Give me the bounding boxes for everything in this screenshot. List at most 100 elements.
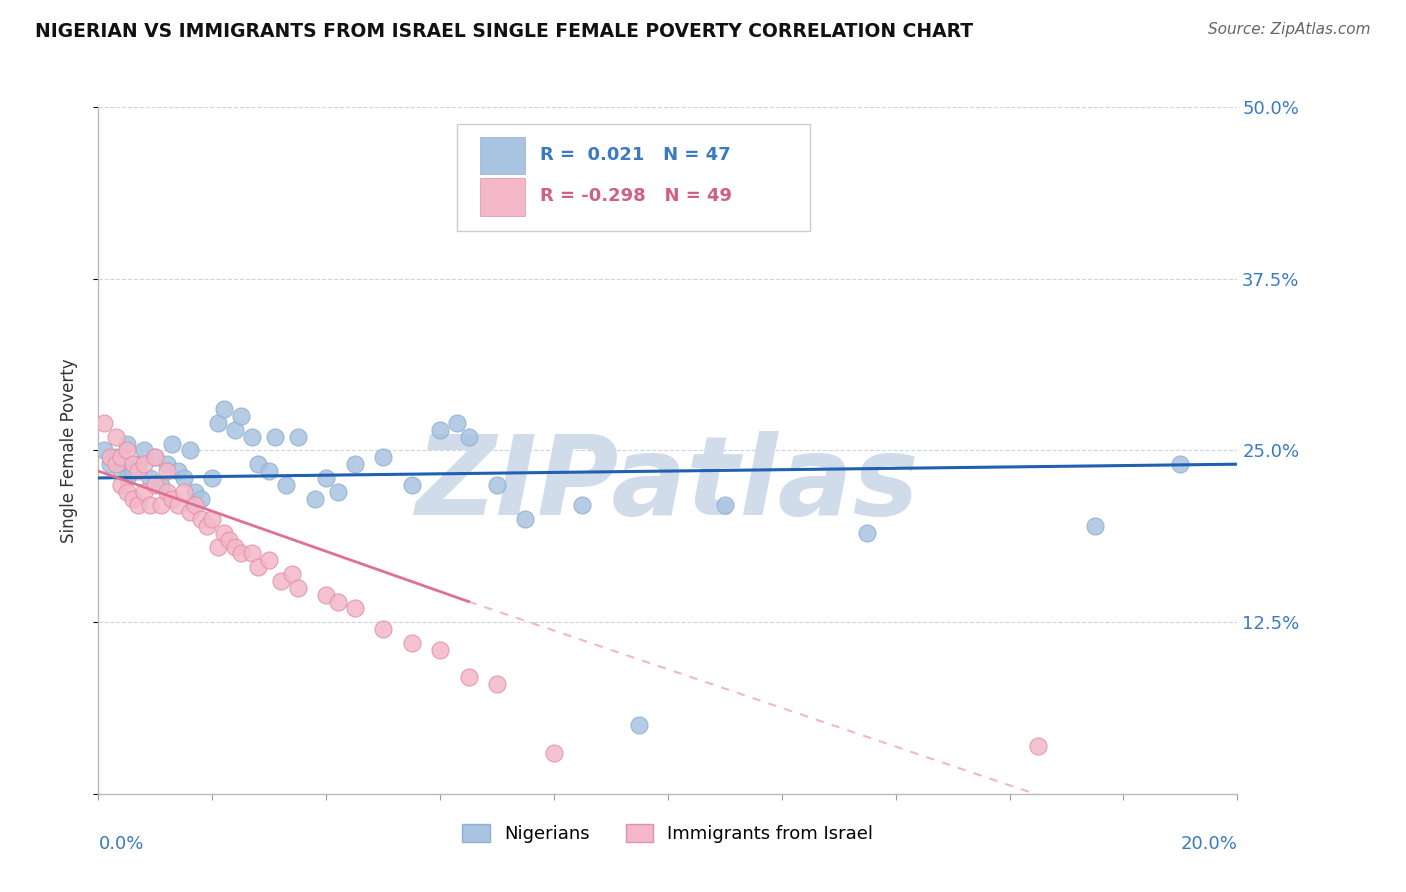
Point xyxy=(218,533,240,547)
Point xyxy=(156,457,179,471)
Point xyxy=(446,416,468,430)
Point xyxy=(240,546,263,561)
Point xyxy=(115,443,138,458)
Point xyxy=(98,457,121,471)
Point xyxy=(212,525,235,540)
FancyBboxPatch shape xyxy=(479,178,526,216)
Legend: Nigerians, Immigrants from Israel: Nigerians, Immigrants from Israel xyxy=(456,816,880,850)
Point xyxy=(179,505,201,519)
Point xyxy=(224,540,246,554)
Point xyxy=(212,402,235,417)
Text: Source: ZipAtlas.com: Source: ZipAtlas.com xyxy=(1208,22,1371,37)
Point xyxy=(515,512,537,526)
Point xyxy=(287,581,309,595)
Point xyxy=(138,499,160,513)
Point xyxy=(115,484,138,499)
Point xyxy=(628,718,651,732)
Point xyxy=(207,540,229,554)
Point xyxy=(121,464,143,478)
Point xyxy=(104,457,127,471)
Point xyxy=(246,560,269,574)
Point xyxy=(401,636,423,650)
Point xyxy=(132,457,155,471)
Point xyxy=(1170,457,1192,471)
Point xyxy=(326,484,349,499)
Point xyxy=(201,512,224,526)
Point xyxy=(1026,739,1049,753)
FancyBboxPatch shape xyxy=(479,136,526,174)
Point xyxy=(115,436,138,450)
Point xyxy=(138,471,160,485)
Point xyxy=(190,512,212,526)
FancyBboxPatch shape xyxy=(457,124,810,231)
Point xyxy=(259,553,281,567)
Point xyxy=(162,491,184,506)
Point xyxy=(98,450,121,465)
Point xyxy=(315,588,337,602)
Point xyxy=(543,746,565,760)
Point xyxy=(207,416,229,430)
Text: 20.0%: 20.0% xyxy=(1181,835,1237,853)
Point xyxy=(173,471,195,485)
Point xyxy=(167,464,190,478)
Point xyxy=(240,430,263,444)
Point xyxy=(127,464,149,478)
Point xyxy=(429,423,451,437)
Point xyxy=(371,450,394,465)
Point xyxy=(343,457,366,471)
Point xyxy=(145,450,167,465)
Point xyxy=(281,567,304,582)
Point xyxy=(179,443,201,458)
Point xyxy=(856,525,879,540)
Text: 0.0%: 0.0% xyxy=(98,835,143,853)
Point xyxy=(167,499,190,513)
Point xyxy=(121,491,143,506)
Point xyxy=(195,519,218,533)
Text: NIGERIAN VS IMMIGRANTS FROM ISRAEL SINGLE FEMALE POVERTY CORRELATION CHART: NIGERIAN VS IMMIGRANTS FROM ISRAEL SINGL… xyxy=(35,22,973,41)
Point xyxy=(371,622,394,636)
Point xyxy=(276,478,298,492)
Point xyxy=(156,484,179,499)
Point xyxy=(264,430,287,444)
Point xyxy=(270,574,292,588)
Point xyxy=(150,478,173,492)
Point xyxy=(315,471,337,485)
Point xyxy=(401,478,423,492)
Point xyxy=(156,464,179,478)
Point xyxy=(104,450,127,465)
Point xyxy=(93,416,115,430)
Point xyxy=(110,450,132,465)
Point xyxy=(259,464,281,478)
Point xyxy=(115,471,138,485)
Point xyxy=(121,457,143,471)
Point xyxy=(127,457,149,471)
Point xyxy=(457,670,479,684)
Point xyxy=(162,436,184,450)
Text: R = -0.298   N = 49: R = -0.298 N = 49 xyxy=(540,187,733,205)
Point xyxy=(326,594,349,608)
Point xyxy=(229,409,252,424)
Point xyxy=(184,484,207,499)
Point xyxy=(127,499,149,513)
Point xyxy=(132,484,155,499)
Point xyxy=(201,471,224,485)
Point xyxy=(190,491,212,506)
Point xyxy=(287,430,309,444)
Point xyxy=(110,464,132,478)
Point xyxy=(1084,519,1107,533)
Point xyxy=(304,491,326,506)
Point xyxy=(343,601,366,615)
Text: R =  0.021   N = 47: R = 0.021 N = 47 xyxy=(540,146,731,164)
Point xyxy=(93,443,115,458)
Point xyxy=(457,430,479,444)
Point xyxy=(224,423,246,437)
Y-axis label: Single Female Poverty: Single Female Poverty xyxy=(59,359,77,542)
Point xyxy=(229,546,252,561)
Text: ZIPatlas: ZIPatlas xyxy=(416,432,920,538)
Point xyxy=(486,677,509,691)
Point xyxy=(429,642,451,657)
Point xyxy=(150,499,173,513)
Point xyxy=(184,499,207,513)
Point xyxy=(104,430,127,444)
Point xyxy=(486,478,509,492)
